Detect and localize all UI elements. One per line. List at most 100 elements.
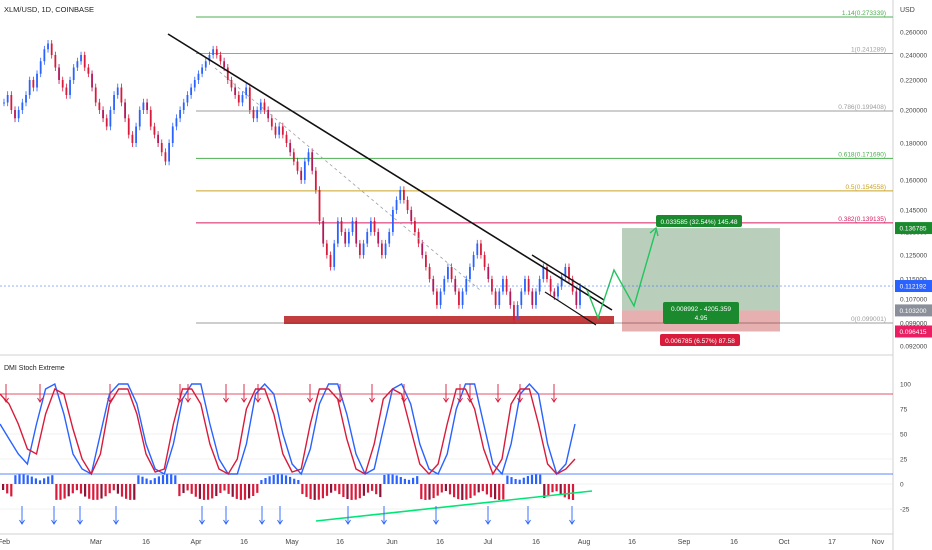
candle-body[interactable] [72,67,75,81]
candle-body[interactable] [80,55,82,62]
candle-body[interactable] [6,95,9,103]
candle-body[interactable] [281,126,284,135]
candle-body[interactable] [579,286,581,306]
candle-body[interactable] [3,102,5,104]
candle-body[interactable] [443,279,446,292]
candle-body[interactable] [201,67,204,74]
candle-body[interactable] [391,210,394,232]
candle-body[interactable] [175,118,178,127]
candle-body[interactable] [61,80,64,88]
candle-body[interactable] [32,80,35,88]
candle-body[interactable] [505,279,508,292]
candle-body[interactable] [241,95,244,103]
candle-body[interactable] [502,279,504,292]
candle-body[interactable] [237,95,240,103]
candle-body[interactable] [50,43,53,56]
candle-body[interactable] [274,126,277,135]
candle-body[interactable] [311,152,314,171]
candle-body[interactable] [226,67,229,81]
candle-body[interactable] [91,73,93,88]
candle-body[interactable] [439,291,442,306]
candle-body[interactable] [94,87,97,103]
candle-body[interactable] [28,80,31,95]
candle-body[interactable] [494,291,497,306]
candle-body[interactable] [436,291,438,306]
candle-body[interactable] [267,110,270,119]
candle-body[interactable] [171,126,174,144]
candle-body[interactable] [476,243,479,256]
candle-body[interactable] [186,95,189,103]
candle-body[interactable] [538,279,541,292]
candle-body[interactable] [278,126,281,135]
candle-body[interactable] [300,170,303,180]
candle-body[interactable] [340,221,343,232]
candle-body[interactable] [447,267,449,279]
candle-body[interactable] [197,73,200,80]
candle-body[interactable] [395,200,398,210]
candle-body[interactable] [14,110,16,119]
candle-body[interactable] [344,232,347,244]
candle-body[interactable] [307,152,310,162]
candle-body[interactable] [498,291,501,306]
candle-body[interactable] [252,110,255,119]
candle-body[interactable] [204,61,207,68]
candle-body[interactable] [347,232,350,244]
candle-body[interactable] [483,255,486,267]
candle-body[interactable] [325,243,328,256]
candle-body[interactable] [124,102,126,119]
candle-body[interactable] [17,110,20,119]
candle-body[interactable] [549,279,552,292]
candle-body[interactable] [542,267,545,279]
candle-body[interactable] [65,87,68,96]
candle-body[interactable] [322,221,325,244]
candle-body[interactable] [568,267,570,279]
candle-body[interactable] [384,243,387,256]
candle-body[interactable] [135,126,137,144]
candle-body[interactable] [417,232,420,244]
candle-body[interactable] [531,291,534,306]
candle-body[interactable] [469,267,471,279]
candle-body[interactable] [575,291,578,306]
candle-body[interactable] [402,190,405,200]
candle-body[interactable] [546,267,548,279]
candle-body[interactable] [358,243,361,256]
candle-body[interactable] [289,143,292,153]
candle-body[interactable] [212,49,215,55]
short-trendline[interactable] [531,254,605,301]
candle-body[interactable] [182,102,185,111]
candle-body[interactable] [560,276,563,287]
candle-body[interactable] [509,291,512,306]
candle-body[interactable] [43,49,46,62]
candle-body[interactable] [256,110,259,119]
candle-body[interactable] [362,243,365,256]
candle-body[interactable] [406,200,409,210]
candle-body[interactable] [98,102,101,111]
candle-body[interactable] [138,110,141,127]
candle-body[interactable] [351,221,354,232]
candle-body[interactable] [480,243,482,256]
candle-body[interactable] [83,55,86,68]
candle-body[interactable] [69,80,71,95]
candle-body[interactable] [516,305,519,320]
candle-body[interactable] [388,232,391,244]
candle-body[interactable] [127,118,130,135]
candle-body[interactable] [527,279,530,292]
candle-body[interactable] [454,279,457,292]
candle-body[interactable] [458,291,460,306]
candle-body[interactable] [219,55,222,62]
candle-body[interactable] [355,221,358,244]
candle-body[interactable] [432,279,435,292]
candle-body[interactable] [425,255,427,267]
candle-body[interactable] [215,49,218,55]
candle-body[interactable] [87,67,90,74]
candle-body[interactable] [399,190,402,200]
candle-body[interactable] [461,291,464,306]
candle-body[interactable] [193,80,196,88]
candle-body[interactable] [76,61,79,68]
candle-body[interactable] [296,161,299,171]
candle-body[interactable] [245,87,248,96]
candle-body[interactable] [410,210,413,221]
candle-body[interactable] [564,267,567,277]
candle-body[interactable] [105,118,108,127]
